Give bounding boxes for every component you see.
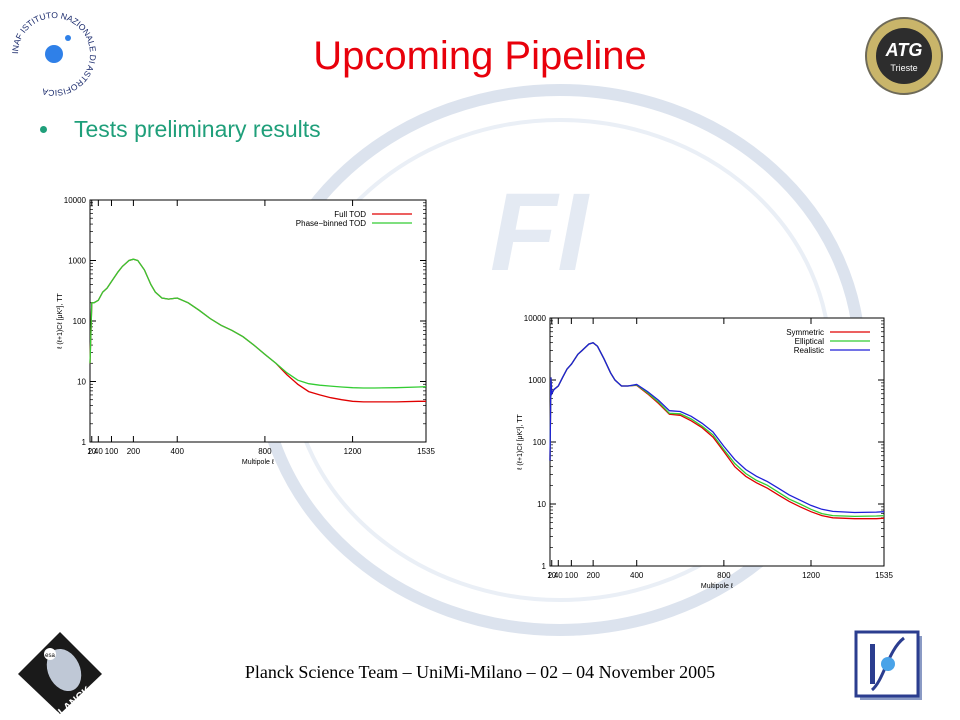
y-axis-label: ℓ (ℓ+1)Cℓ [μK²], TT: [517, 413, 524, 470]
x-tick-label: 200: [127, 447, 141, 456]
x-axis-label: Multipole ℓ: [701, 583, 734, 590]
planck-logo-mirror-icon: [46, 648, 82, 692]
y-axis-label: ℓ (ℓ+1)Cℓ [μK²], TT: [57, 292, 64, 349]
series-line-2: [549, 341, 885, 514]
fi-logo-dot-icon: [881, 657, 895, 671]
y-tick-label: 10: [77, 378, 86, 387]
slide-footer: Planck Science Team – UniMi-Milano – 02 …: [244, 662, 716, 682]
x-tick-label: 40: [554, 571, 563, 580]
x-tick-label: 800: [717, 571, 731, 580]
x-tick-label: 1535: [417, 447, 435, 456]
y-tick-label: 10000: [64, 196, 87, 205]
y-tick-label: 1000: [528, 376, 546, 385]
planck-logo: esa PLANCK: [18, 632, 102, 716]
legend-label: Phase−binned TOD: [296, 219, 366, 228]
x-tick-label: 10: [87, 447, 96, 456]
atg-logo-main: ATG: [885, 40, 923, 60]
fi-logo-frame: [854, 630, 920, 698]
x-axis-label: Multipole ℓ: [242, 459, 275, 466]
x-tick-label: 1200: [802, 571, 820, 580]
legend-label: Realistic: [794, 346, 824, 355]
y-tick-label: 10000: [524, 314, 547, 323]
plot-frame: [89, 199, 427, 443]
bullet-item: Tests preliminary results: [40, 114, 321, 144]
y-tick-label: 1: [542, 562, 547, 571]
inaf-small-dot-icon: [65, 35, 71, 41]
x-tick-label: 10: [547, 571, 556, 580]
y-tick-label: 100: [533, 438, 547, 447]
bullet-dot-icon: [40, 125, 47, 133]
atg-logo-inner: [876, 28, 932, 84]
legend-label: Symmetric: [786, 328, 824, 337]
fi-logo: [854, 630, 922, 700]
fi-logo-bar: [870, 644, 875, 684]
x-tick-label: 1200: [344, 447, 362, 456]
y-tick-label: 100: [73, 317, 87, 326]
x-tick-label: 100: [565, 571, 579, 580]
y-tick-label: 1: [82, 438, 87, 447]
y-tick-label: 1000: [68, 257, 86, 266]
planck-logo-esa-badge: [44, 648, 56, 660]
x-tick-label: 1535: [875, 571, 893, 580]
atg-logo: ATG Trieste: [865, 17, 943, 95]
x-tick-label: 800: [258, 447, 272, 456]
slide-title: Upcoming Pipeline: [313, 34, 647, 78]
legend-label: Full TOD: [334, 210, 366, 219]
x-tick-label: 2: [88, 447, 93, 456]
x-tick-label: 200: [586, 571, 600, 580]
x-tick-label: 100: [105, 447, 119, 456]
inaf-logo: INAF ISTITUTO NAZIONALE DI ASTROFISICA: [10, 10, 98, 98]
x-tick-label: 40: [94, 447, 103, 456]
planck-logo-esa-text: esa: [45, 653, 55, 659]
atg-logo-sub: Trieste: [890, 63, 917, 73]
legend-label: Elliptical: [795, 337, 825, 346]
x-tick-label: 400: [171, 447, 185, 456]
bullet-text: Tests preliminary results: [74, 115, 321, 142]
watermark-text: FI: [490, 171, 590, 294]
inaf-dot-icon: [45, 45, 63, 63]
y-tick-label: 10: [537, 500, 546, 509]
x-tick-label: 400: [630, 571, 644, 580]
series-line-1: [89, 258, 427, 389]
x-tick-label: 2: [548, 571, 553, 580]
